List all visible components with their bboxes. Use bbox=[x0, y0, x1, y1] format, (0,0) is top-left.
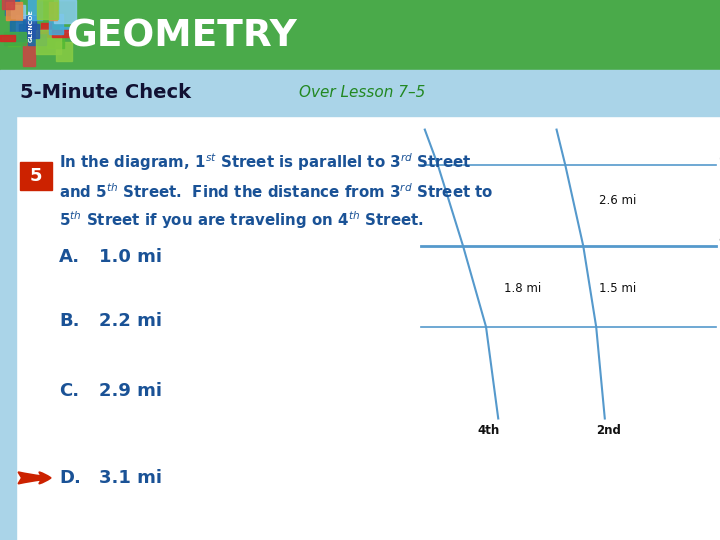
Bar bbox=[4, 0, 19, 16]
Bar bbox=[2, 0, 14, 9]
Text: GEOMETRY: GEOMETRY bbox=[66, 18, 297, 54]
Bar bbox=[20, 162, 52, 190]
Bar bbox=[0, 70, 720, 116]
Bar bbox=[28, 0, 42, 19]
Text: In the diagram, 1$^{st}$ Street is parallel to 3$^{rd}$ Street: In the diagram, 1$^{st}$ Street is paral… bbox=[59, 151, 472, 173]
Text: 5-Minute Check: 5-Minute Check bbox=[20, 83, 192, 103]
Text: 2.6 mi: 2.6 mi bbox=[599, 194, 636, 207]
Text: 1.0 mi: 1.0 mi bbox=[99, 247, 163, 266]
Text: 1.5 mi: 1.5 mi bbox=[599, 282, 636, 295]
Text: 2.9 mi: 2.9 mi bbox=[99, 382, 163, 401]
Bar bbox=[52, 30, 74, 37]
Bar bbox=[19, 24, 39, 38]
Bar bbox=[6, 2, 22, 21]
Text: C.: C. bbox=[59, 382, 79, 401]
Bar bbox=[49, 14, 63, 33]
Bar bbox=[10, 21, 24, 41]
Text: B.: B. bbox=[59, 312, 79, 330]
Text: 2nd: 2nd bbox=[596, 424, 621, 437]
Bar bbox=[23, 16, 36, 37]
Bar bbox=[37, 0, 47, 3]
Text: A.: A. bbox=[59, 247, 80, 266]
Bar bbox=[27, 33, 46, 45]
Bar bbox=[23, 43, 35, 65]
Bar bbox=[0, 116, 16, 540]
Bar bbox=[58, 12, 66, 22]
Bar bbox=[39, 29, 53, 33]
Bar bbox=[4, 32, 26, 45]
Bar bbox=[13, 33, 37, 38]
Text: 4th: 4th bbox=[477, 424, 499, 437]
Text: 5: 5 bbox=[30, 167, 42, 185]
Text: and 5$^{th}$ Street.  Find the distance from 3$^{rd}$ Street to: and 5$^{th}$ Street. Find the distance f… bbox=[59, 182, 493, 200]
Text: 5th: 5th bbox=[719, 150, 720, 163]
Text: 5$^{th}$ Street if you are traveling on 4$^{th}$ Street.: 5$^{th}$ Street if you are traveling on … bbox=[59, 210, 424, 231]
Text: D.: D. bbox=[59, 469, 81, 487]
Bar bbox=[11, 5, 25, 18]
Text: 1st: 1st bbox=[719, 312, 720, 325]
Bar bbox=[1, 35, 15, 40]
Bar bbox=[0, 0, 720, 70]
Bar bbox=[37, 0, 58, 19]
Bar bbox=[9, 36, 20, 46]
Text: Over Lesson 7–5: Over Lesson 7–5 bbox=[299, 85, 426, 100]
Bar bbox=[55, 42, 71, 61]
Text: 3rd: 3rd bbox=[719, 231, 720, 244]
Text: 2.2 mi: 2.2 mi bbox=[99, 312, 163, 330]
Bar bbox=[17, 15, 35, 35]
Text: 1.8 mi: 1.8 mi bbox=[504, 282, 541, 295]
Text: GLENCOE: GLENCOE bbox=[29, 9, 33, 42]
Bar bbox=[49, 2, 58, 20]
Bar bbox=[54, 0, 76, 23]
Bar bbox=[36, 30, 60, 53]
Text: 3.1 mi: 3.1 mi bbox=[99, 469, 163, 487]
Bar bbox=[47, 38, 64, 48]
Bar bbox=[60, 26, 76, 32]
Bar bbox=[41, 23, 50, 37]
